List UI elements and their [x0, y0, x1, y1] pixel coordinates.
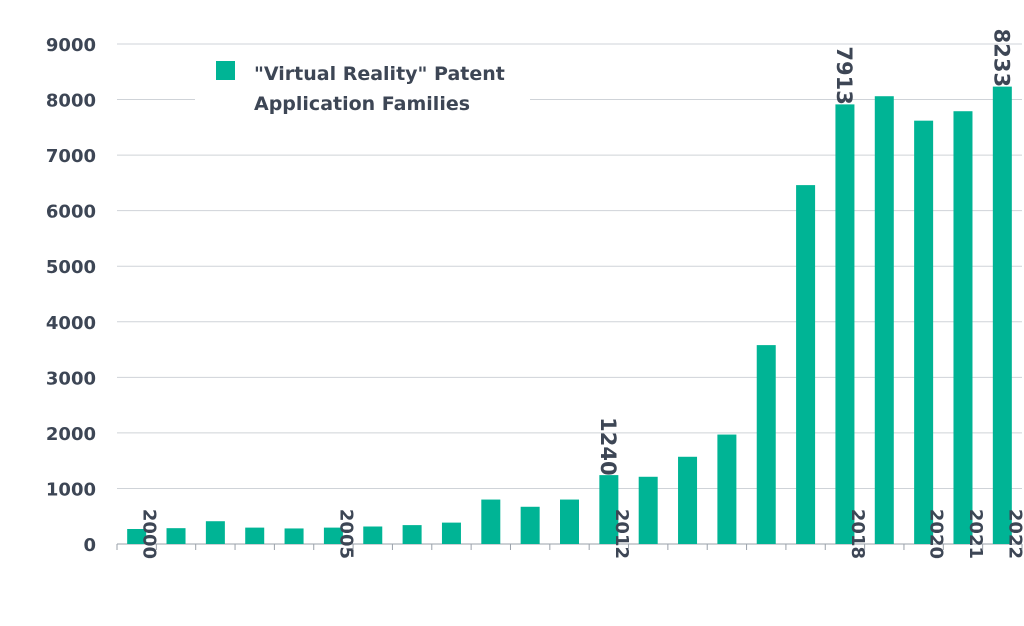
bar	[205, 521, 225, 544]
bar	[363, 526, 383, 544]
bar	[402, 525, 422, 544]
bar	[323, 527, 343, 544]
y-tick-label: 9000	[46, 35, 96, 56]
data-label: 7913	[832, 46, 856, 104]
bar	[914, 120, 934, 545]
bar	[756, 345, 776, 544]
legend: "Virtual Reality" Patent Application Fam…	[195, 50, 530, 122]
data-label: 1240	[596, 417, 620, 475]
bar	[796, 185, 816, 544]
legend-label-line-2: Application Families	[254, 93, 470, 115]
bars	[127, 86, 1012, 545]
data-label: 8233	[989, 29, 1013, 87]
bar	[284, 528, 304, 544]
y-tick-label: 7000	[46, 146, 96, 167]
y-tick-label: 8000	[46, 91, 96, 112]
bar	[992, 86, 1012, 544]
legend-label-line-1: "Virtual Reality" Patent	[254, 63, 505, 85]
bar	[874, 96, 894, 544]
y-tick-label: 5000	[46, 257, 96, 278]
bar	[441, 522, 461, 544]
y-tick-label: 2000	[46, 424, 96, 445]
x-tick-label: 2022	[1004, 509, 1024, 559]
bar	[245, 527, 265, 544]
x-tick-label: 2020	[926, 509, 947, 559]
data-labels: 1240 7913 8233	[596, 29, 1013, 476]
bar	[599, 475, 619, 544]
x-tick-label: 2000	[139, 509, 160, 559]
y-axis-tick-labels: 0 1000 2000 3000 4000 5000 6000 7000 8000 9000	[46, 35, 96, 556]
bar	[953, 111, 973, 544]
y-tick-label: 1000	[46, 479, 96, 500]
bar	[127, 529, 147, 544]
bar	[678, 456, 698, 544]
y-tick-label: 4000	[46, 313, 96, 334]
gridlines	[117, 43, 1022, 545]
legend-background	[195, 50, 530, 122]
y-tick-label: 0	[83, 535, 96, 556]
x-tick-label: 2021	[965, 509, 986, 559]
bar	[638, 476, 658, 544]
bar	[560, 499, 579, 544]
bar	[717, 434, 737, 544]
legend-swatch	[216, 61, 235, 80]
x-axis-tick-labels: 2000 2005 2012 2018 2020 2021 2022	[116, 509, 1024, 559]
y-tick-label: 3000	[46, 368, 96, 389]
x-tick-label: 2012	[611, 509, 632, 559]
bar	[166, 528, 186, 544]
bar	[835, 104, 855, 544]
x-tick-label: 2005	[335, 509, 356, 559]
y-tick-label: 6000	[46, 202, 96, 223]
x-tick-label: 2018	[847, 509, 868, 559]
bar	[520, 506, 540, 544]
bar	[481, 499, 501, 544]
